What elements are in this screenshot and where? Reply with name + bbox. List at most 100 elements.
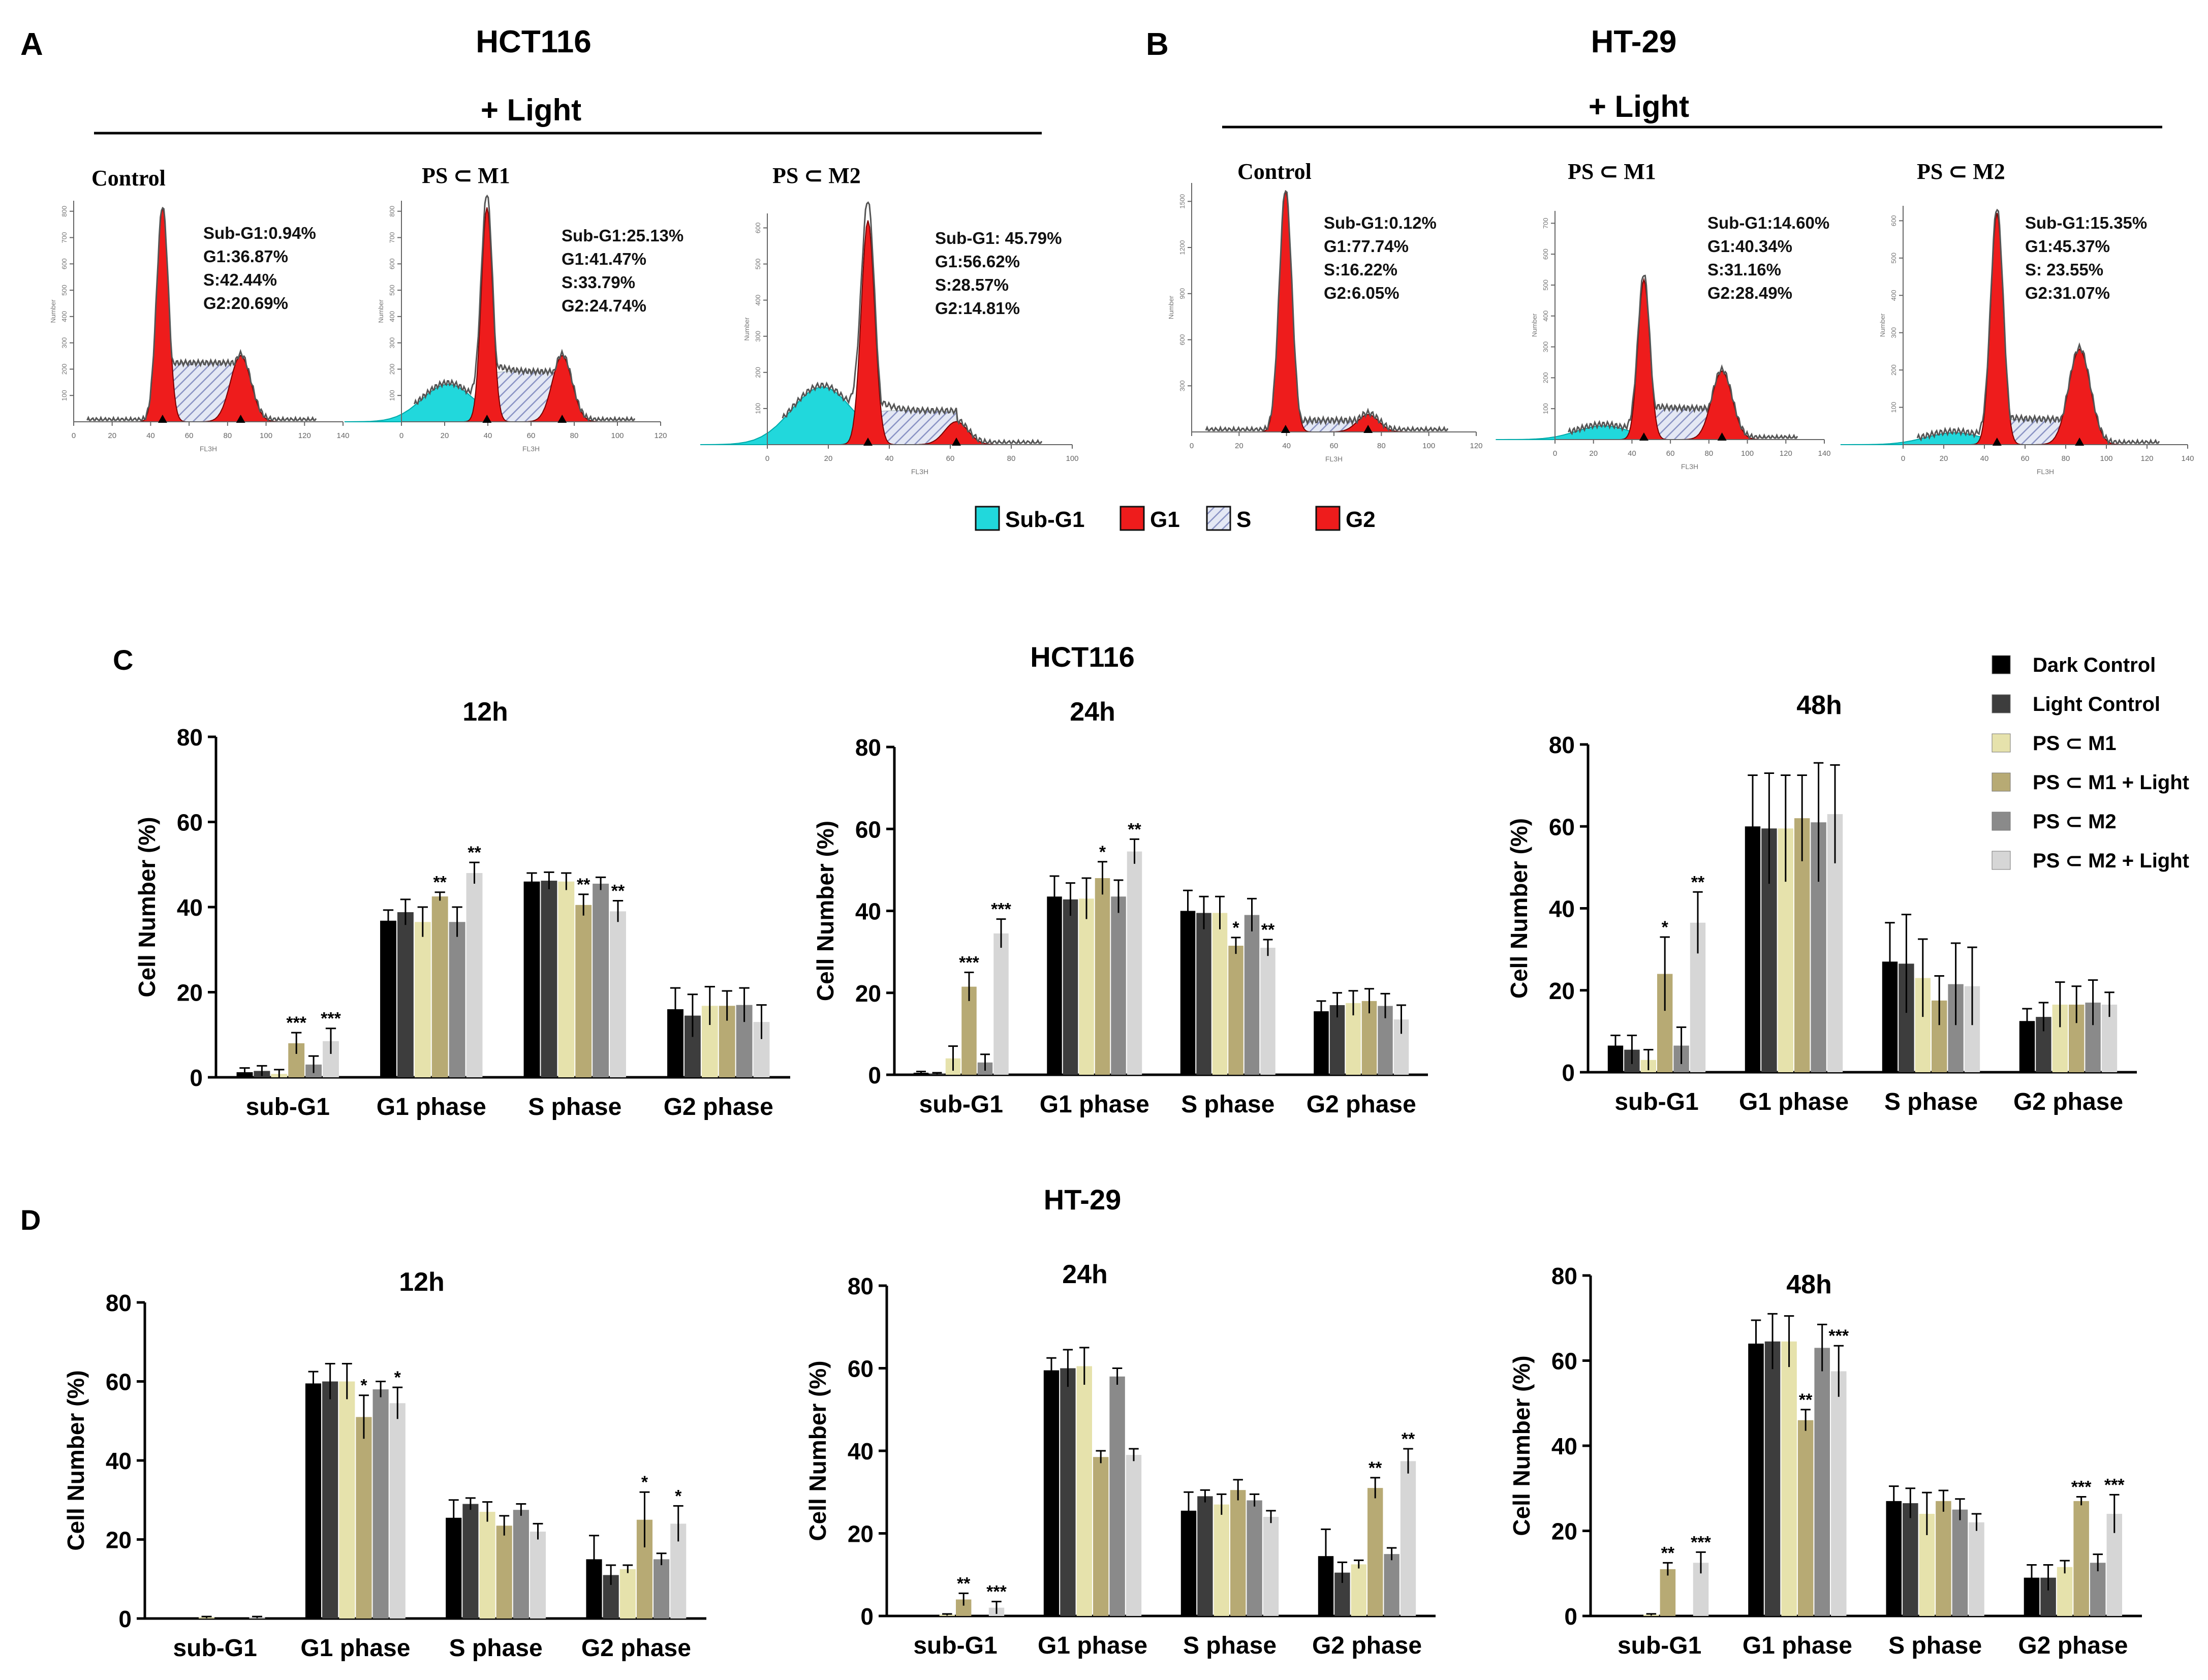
histogram-envelope [1916, 208, 2160, 446]
bar [1384, 1554, 1400, 1616]
legend-swatch [1992, 851, 2011, 870]
histogram-stat: G2:24.74% [562, 296, 646, 315]
histogram-stat: G1:40.34% [1707, 237, 1792, 256]
bar [1260, 948, 1276, 1075]
bar [356, 1417, 372, 1619]
histogram-1: 0 20 40 60 80 100 120 140 100 200 300 400 500 600 700 8… [49, 166, 350, 453]
histogram-x-tick-label: 120 [2140, 454, 2153, 463]
chart-category-label: G1 phase [377, 1094, 486, 1121]
significance-marker: *** [986, 1582, 1007, 1602]
bar [1781, 1341, 1797, 1616]
histogram-x-tick-label: 20 [1589, 449, 1598, 458]
chart-category-label: G1 phase [1743, 1632, 1852, 1659]
significance-marker: ** [1128, 820, 1141, 839]
chart-category-label: G2 phase [581, 1635, 691, 1662]
significance-marker: * [1662, 918, 1669, 937]
histogram-stat: S:28.57% [935, 275, 1009, 294]
chart-y-tick-label: 40 [848, 1438, 874, 1465]
histogram-y-tick-label: 200 [1890, 364, 1898, 376]
significance-marker: ** [1402, 1429, 1415, 1449]
significance-marker: ** [957, 1574, 971, 1593]
bar [1079, 898, 1094, 1075]
significance-marker: * [394, 1368, 401, 1387]
chart-title: 24h [1070, 697, 1115, 727]
panel-letter-a: A [20, 27, 43, 62]
histogram-x-tick-label: 80 [570, 431, 579, 440]
significance-marker: *** [286, 1013, 306, 1033]
chart-y-tick-label: 0 [860, 1603, 874, 1630]
histogram-title: PS ⊂ M1 [422, 163, 510, 188]
bar [523, 881, 540, 1077]
histogram-x-tick-label: 80 [2062, 454, 2070, 463]
chart-title: 12h [462, 697, 508, 727]
g1-peak [1260, 190, 1312, 432]
bar [1936, 1501, 1951, 1616]
histogram-y-tick-label: 300 [1890, 327, 1898, 338]
chart-y-tick-label: 40 [177, 894, 203, 921]
bar [1212, 913, 1228, 1075]
histogram-y-tick-label: 800 [60, 206, 68, 217]
histogram-y-axis-label: Number [743, 317, 751, 341]
chart-y-tick-label: 20 [1551, 1518, 1577, 1545]
panel-letter-c: C [113, 644, 133, 676]
bar [619, 1569, 636, 1619]
histogram-4: 0 20 40 60 80 100 120 300 600 900 1200 1500 FL3H Numb… [1167, 159, 1483, 463]
bar [1076, 1366, 1092, 1616]
bar [449, 922, 465, 1077]
chart-category-label: G1 phase [300, 1635, 410, 1662]
histogram-stat: Sub-G1:14.60% [1707, 213, 1829, 232]
bar [462, 1504, 479, 1619]
histogram-stat: G1:56.62% [935, 252, 1020, 271]
significance-marker: ** [1661, 1543, 1675, 1563]
histogram-x-tick-label: 60 [2021, 454, 2030, 463]
histogram-panels: 0 20 40 60 80 100 120 1401002003004005006007008… [49, 159, 2194, 476]
histogram-title: PS ⊂ M1 [1568, 159, 1656, 184]
chart-y-axis-label: Cell Number (%) [1506, 818, 1532, 999]
phase-legend-label: G1 [1150, 507, 1180, 532]
histogram-y-tick-label: 200 [754, 367, 762, 378]
chart-y-axis-label: Cell Number (%) [63, 1370, 89, 1550]
chart-y-axis-label: Cell Number (%) [134, 817, 160, 997]
chart-category-label: G2 phase [1312, 1632, 1422, 1659]
histogram-y-tick-label: 1500 [1178, 194, 1186, 209]
histogram-x-tick-label: 40 [1282, 442, 1291, 450]
bar [1263, 1517, 1279, 1616]
chart-y-tick-label: 60 [1549, 814, 1575, 840]
chart-category-label: sub-G1 [246, 1094, 330, 1121]
significance-marker: ** [1369, 1458, 1382, 1478]
histogram-y-tick-label: 500 [388, 285, 396, 296]
histogram-y-tick-label: 500 [1542, 279, 1549, 291]
histogram-stat: G1:45.37% [2025, 237, 2110, 256]
chart-y-tick-label: 60 [106, 1369, 132, 1395]
chart-category-label: G1 phase [1040, 1091, 1149, 1118]
bar [1095, 878, 1110, 1075]
histogram-y-axis-label: Number [1167, 295, 1175, 319]
histogram-x-axis-label: FL3H [1681, 462, 1698, 471]
chart-y-tick-label: 60 [177, 810, 203, 836]
bar [1047, 896, 1062, 1075]
legend-swatch [1992, 655, 2011, 674]
bar [1063, 899, 1078, 1075]
histogram-y-axis-label: Number [49, 299, 57, 323]
histogram-x-axis-label: FL3H [200, 445, 217, 453]
histogram-stat: G2:20.69% [203, 294, 288, 313]
gate-marker-icon [2075, 438, 2085, 446]
histogram-envelope [86, 206, 317, 422]
bar [1197, 1496, 1213, 1616]
histogram-x-tick-label: 20 [441, 431, 449, 440]
chart-y-tick-label: 20 [177, 980, 203, 1006]
bar [339, 1381, 355, 1619]
histogram-stat: Sub-G1:25.13% [562, 226, 683, 245]
chart-y-tick-label: 0 [1564, 1603, 1577, 1630]
bar [1969, 1522, 1984, 1616]
histogram-y-tick-label: 1200 [1178, 240, 1186, 255]
significance-marker: ** [1261, 920, 1275, 940]
histogram-x-tick-label: 100 [260, 431, 272, 440]
chart-y-tick-label: 20 [848, 1521, 874, 1547]
bar-chart-d-12h: 12h 0 20 40 60 80 Cell Number (%) sub-G1 G1 phas… [63, 1267, 706, 1662]
significance-marker: * [1099, 843, 1106, 862]
histogram-y-tick-label: 600 [1890, 215, 1898, 227]
